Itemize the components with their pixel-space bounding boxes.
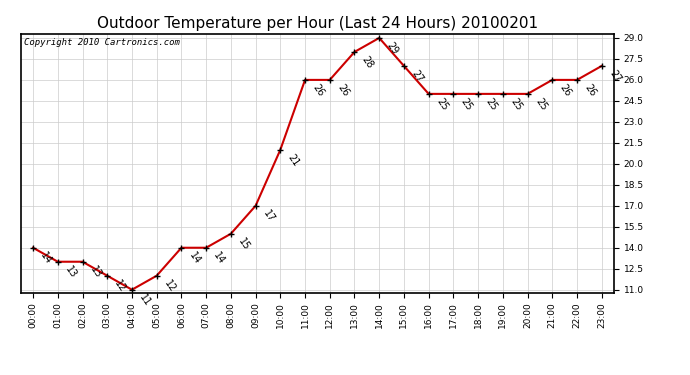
Text: 26: 26 — [335, 82, 351, 99]
Text: 27: 27 — [409, 69, 425, 85]
Text: Copyright 2010 Cartronics.com: Copyright 2010 Cartronics.com — [23, 38, 179, 46]
Title: Outdoor Temperature per Hour (Last 24 Hours) 20100201: Outdoor Temperature per Hour (Last 24 Ho… — [97, 16, 538, 31]
Text: 26: 26 — [310, 82, 326, 99]
Text: 15: 15 — [237, 237, 252, 252]
Text: 11: 11 — [137, 292, 152, 308]
Text: 25: 25 — [434, 97, 450, 112]
Text: 13: 13 — [63, 264, 79, 280]
Text: 12: 12 — [112, 279, 128, 294]
Text: 26: 26 — [582, 82, 598, 99]
Text: 28: 28 — [360, 55, 375, 70]
Text: 13: 13 — [88, 264, 104, 280]
Text: 25: 25 — [484, 97, 499, 112]
Text: 14: 14 — [212, 251, 227, 266]
Text: 14: 14 — [39, 251, 54, 266]
Text: 25: 25 — [533, 97, 549, 112]
Text: 17: 17 — [261, 209, 277, 224]
Text: 14: 14 — [187, 251, 202, 266]
Text: 12: 12 — [162, 279, 177, 294]
Text: 26: 26 — [558, 82, 573, 99]
Text: 29: 29 — [385, 41, 400, 57]
Text: 25: 25 — [509, 97, 524, 112]
Text: 27: 27 — [607, 69, 622, 85]
Text: 25: 25 — [459, 97, 474, 112]
Text: 21: 21 — [286, 153, 301, 168]
